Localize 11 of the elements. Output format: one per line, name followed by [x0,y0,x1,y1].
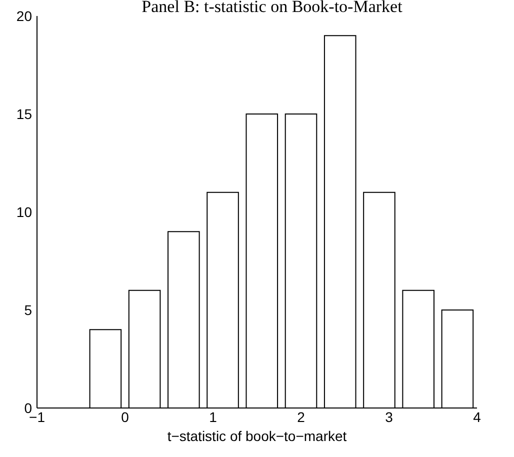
y-tick-label: 10 [16,204,32,220]
x-tick-label: 3 [385,409,394,425]
x-tick-label: 1 [209,409,218,425]
y-tick-label: 5 [24,302,32,318]
x-tick-label: 2 [297,409,306,425]
x-tick-label: 4 [473,409,482,425]
y-tick-label: 15 [16,106,32,122]
y-tick-label: 20 [16,8,32,24]
chart-title: Panel B: t-statistic on Book-to-Market [140,0,404,17]
x-axis-title: t−statistic of book−to−market [167,428,347,444]
x-tick-label: 0 [121,409,130,425]
